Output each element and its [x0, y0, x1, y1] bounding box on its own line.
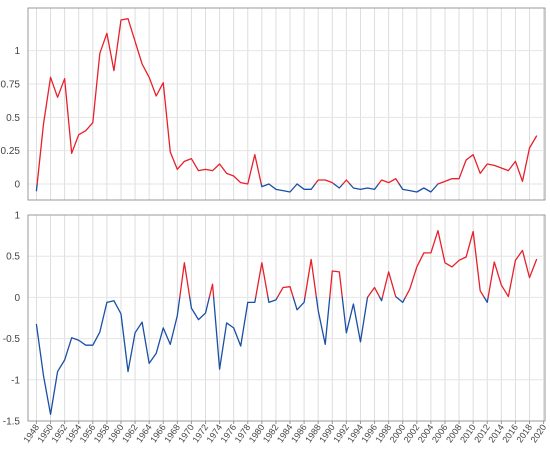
bottom-series-negative-segment [483, 296, 489, 303]
top-plot-frame [27, 7, 546, 201]
bottom-series-negative-segment [189, 296, 210, 321]
bottom-y-tick-label: -0.5 [3, 334, 21, 345]
bottom-series-positive-segment [329, 270, 343, 299]
bottom-y-tick-label: 0 [14, 293, 20, 304]
bottom-plot-frame [27, 214, 546, 422]
top-series-positive-segment [342, 179, 351, 185]
top-series-positive-segment [314, 179, 335, 185]
bottom-panel: -1.5 -1 -0.5 0 0.5 1 [3, 211, 546, 428]
top-y-tick-label: 0.25 [1, 146, 21, 157]
bottom-y-tick-label: -1.5 [3, 417, 21, 428]
top-series-positive-segment [437, 135, 538, 185]
top-series-negative-segment [333, 183, 344, 189]
bottom-series-negative-segment [267, 296, 278, 303]
bottom-series-positive-segment [381, 271, 398, 299]
top-panel: 0 0.25 0.5 0.75 1 [1, 7, 546, 201]
top-series-positive-segment [36, 18, 262, 185]
top-y-tick-label: 1 [14, 46, 20, 57]
top-series-negative-segment [35, 183, 38, 192]
top-series-negative-segment [260, 183, 270, 188]
bottom-series-negative-segment [212, 296, 257, 370]
top-series-negative-segment [398, 183, 439, 193]
top-gridlines [28, 8, 545, 200]
top-y-axis: 0 0.25 0.5 0.75 1 [1, 46, 21, 190]
bottom-y-tick-label: 1 [14, 211, 20, 222]
bottom-series-negative-segment [379, 296, 384, 302]
bottom-series-positive-segment [487, 249, 538, 299]
x-axis: 1948195019521954195619581960196219641966… [21, 421, 548, 445]
bottom-series-positive-segment [366, 286, 381, 299]
top-series-positive-segment [377, 178, 400, 185]
bottom-gridlines [28, 214, 545, 422]
bottom-y-tick-label: 0.5 [6, 252, 20, 263]
bottom-series-positive-segment [255, 262, 269, 299]
bottom-y-axis: -1.5 -1 -0.5 0 0.5 1 [3, 211, 21, 428]
top-series-negative-segment [349, 183, 380, 190]
bottom-series [35, 230, 538, 416]
bottom-series-positive-segment [304, 258, 318, 299]
bottom-series-negative-segment [315, 296, 331, 346]
bottom-series-negative-segment [292, 296, 306, 311]
bottom-series-positive-segment [179, 262, 191, 299]
bottom-series-positive-segment [208, 283, 215, 299]
top-series-negative-segment [296, 183, 316, 190]
bottom-series-negative-segment [396, 296, 407, 303]
top-series [35, 18, 538, 193]
bottom-series-positive-segment [276, 286, 294, 299]
bottom-series-positive-segment [404, 230, 485, 299]
bottom-series-negative-segment [35, 296, 181, 416]
top-y-tick-label: 0.75 [1, 80, 21, 91]
top-series-negative-segment [268, 183, 298, 193]
bottom-series-negative-segment [341, 296, 369, 343]
top-y-tick-label: 0 [14, 180, 20, 191]
bottom-y-tick-label: -1 [11, 375, 20, 386]
x-tick-label: 2020 [529, 422, 549, 444]
top-y-tick-label: 0.5 [6, 113, 20, 124]
